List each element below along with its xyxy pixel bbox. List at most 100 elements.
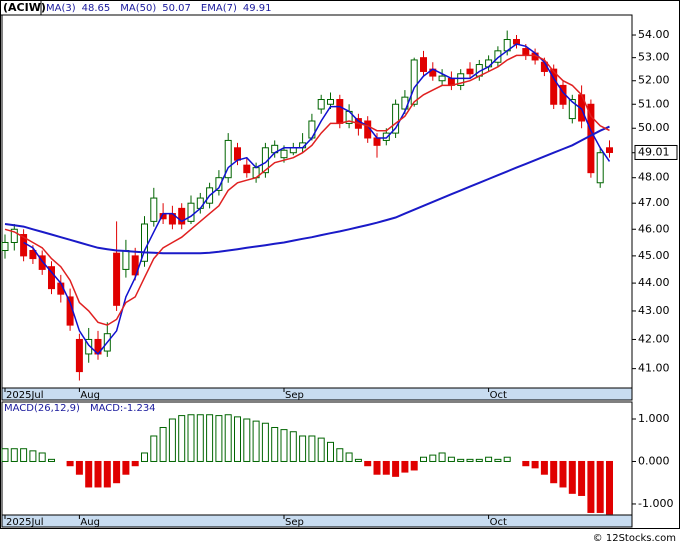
legend-value: 50.07 <box>162 3 191 14</box>
candle-body <box>494 50 502 63</box>
macd-bar <box>336 448 344 462</box>
candle-body <box>606 147 613 153</box>
macd-bar <box>475 458 483 462</box>
last-price-box <box>634 144 678 160</box>
candle-body <box>1 241 9 252</box>
title-box <box>0 0 42 16</box>
candle-body <box>420 57 427 72</box>
macd-bar <box>243 418 251 462</box>
macd-bar <box>94 460 102 488</box>
macd-bar <box>606 460 613 515</box>
macd-bar <box>20 448 28 462</box>
y-tick-label: 52.00 <box>638 74 670 87</box>
candle-body <box>29 250 37 260</box>
macd-bar <box>29 450 37 462</box>
candle-body <box>178 207 186 225</box>
date-label: Aug <box>80 390 100 401</box>
y-tick-label: 50.00 <box>638 121 670 134</box>
macd-bar <box>150 435 158 462</box>
macd-bar <box>75 460 83 475</box>
y-tick-label: 46.00 <box>638 222 670 235</box>
legend-name: EMA(7) <box>201 3 237 14</box>
footer: © 12Stocks.com <box>593 533 676 544</box>
macd-bar <box>317 437 325 462</box>
ma-line <box>4 125 610 255</box>
macd-bar <box>410 460 418 471</box>
macd-bar <box>568 460 576 494</box>
macd-bar <box>373 460 381 475</box>
candle-body <box>10 228 18 243</box>
macd-bar <box>299 435 307 462</box>
date-strip <box>1 514 633 528</box>
macd-bar <box>187 414 195 462</box>
candle-body <box>373 137 381 146</box>
macd-bar <box>578 460 586 496</box>
candle-body <box>122 250 130 270</box>
macd-bar <box>85 460 93 488</box>
macd-bar <box>550 460 558 484</box>
macd-bar <box>485 456 493 462</box>
y-tick-label: 53.00 <box>638 51 670 64</box>
legend-name: MA(3) <box>46 3 76 14</box>
macd-bar <box>327 441 334 462</box>
macd-legend-value: -1.234 <box>123 403 155 414</box>
last-price: 49.01 <box>638 145 670 158</box>
candle-body <box>150 197 158 222</box>
candle-body <box>48 266 55 290</box>
macd-bar <box>196 414 204 462</box>
candle-body <box>336 99 344 124</box>
candle-body <box>20 234 28 257</box>
date-label: 2025Jul <box>6 517 44 528</box>
candle-body <box>224 139 232 179</box>
candle-body <box>317 99 325 110</box>
ma-line <box>4 54 610 326</box>
candle-body <box>382 132 390 141</box>
macd-bar <box>494 458 502 462</box>
y-tick-label: 51.00 <box>638 97 670 110</box>
macd-bar <box>438 452 446 462</box>
candle-body <box>466 68 474 75</box>
macd-bar <box>587 460 595 513</box>
y-tick-label: 42.00 <box>638 332 670 345</box>
macd-bar <box>280 429 288 462</box>
candle-body <box>215 177 223 191</box>
legend-value: 48.65 <box>82 3 111 14</box>
candle-body <box>187 202 195 222</box>
candle-body <box>85 338 93 355</box>
y-tick-label: 41.00 <box>638 362 670 375</box>
y-tick-label: 48.00 <box>638 171 670 184</box>
macd-bar <box>159 426 167 462</box>
macd-bar <box>540 460 548 475</box>
date-label: Aug <box>80 517 100 528</box>
candle-body <box>243 164 251 174</box>
candle-body <box>392 103 400 134</box>
candle-body <box>410 59 418 105</box>
macd-legend-label: MACD: <box>90 403 123 414</box>
y-tick-label: 45.00 <box>638 249 670 262</box>
macd-bar <box>559 460 567 488</box>
macd-bar <box>531 460 539 469</box>
macd-bar <box>522 460 530 467</box>
macd-bar <box>48 458 55 462</box>
date-label: Sep <box>285 517 304 528</box>
macd-bar <box>131 460 139 467</box>
date-label: 2025Jul <box>6 390 44 401</box>
candle-body <box>587 103 595 174</box>
macd-bar <box>113 460 121 484</box>
y-tick-label: 54.00 <box>638 28 670 41</box>
macd-bar <box>382 460 390 475</box>
macd-bar <box>401 460 409 473</box>
macd-bar <box>354 458 362 462</box>
y-tick-label: 47.00 <box>638 196 670 209</box>
candle-body <box>131 255 139 276</box>
panel-title: MACD(26,12,9) <box>4 403 80 414</box>
macd-bar <box>596 460 604 513</box>
macd-bar <box>271 426 279 462</box>
macd-bar <box>38 452 46 462</box>
macd-bar <box>252 420 260 462</box>
candle-body <box>113 252 121 306</box>
macd-bar <box>429 454 437 462</box>
macd-bar <box>66 460 74 467</box>
legend-name: MA(50) <box>120 3 156 14</box>
